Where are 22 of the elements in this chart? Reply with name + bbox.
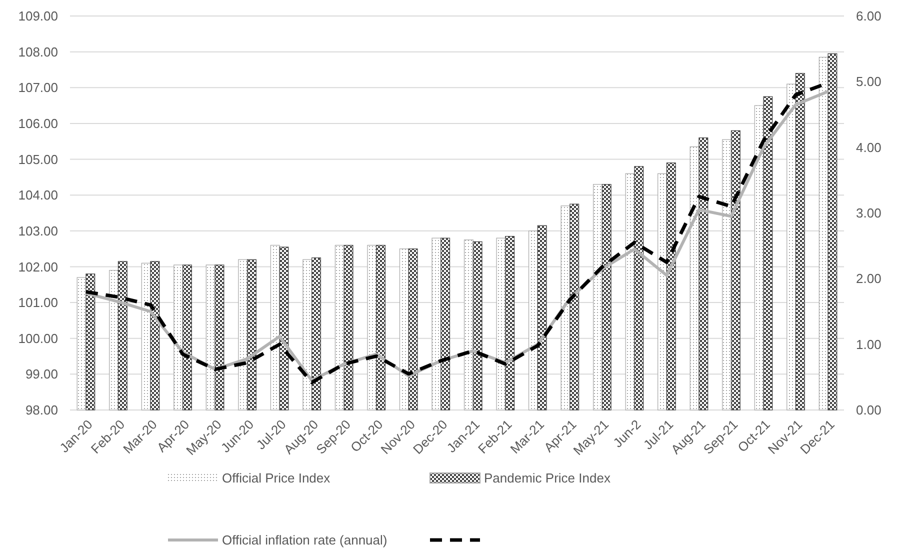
y-tick-label: 104.00 (18, 188, 58, 203)
y-tick-label: 107.00 (18, 80, 58, 96)
y2-tick-label: 5.00 (856, 74, 882, 90)
y-tick-label: 101.00 (18, 295, 58, 310)
y-tick-label: 108.00 (18, 44, 58, 60)
y2-tick-label: 4.00 (856, 140, 882, 155)
y-tick-label: 98.00 (25, 402, 58, 418)
y2-tick-label: 3.00 (856, 206, 882, 221)
y-tick-label: 102.00 (18, 259, 58, 274)
legend-label: Pandemic Price Index (484, 470, 611, 486)
y2-tick-label: 2.00 (856, 271, 882, 286)
y2-tick-label: 0.00 (856, 402, 882, 418)
y2-tick-label: 1.00 (856, 336, 882, 352)
y-tick-label: 103.00 (18, 223, 58, 238)
y-tick-label: 105.00 (18, 152, 58, 167)
legend-label: Official Price Index (222, 470, 331, 486)
y-tick-label: 109.00 (18, 8, 58, 24)
legend-label: Official inflation rate (annual) (222, 532, 388, 548)
y-tick-label: 99.00 (25, 366, 58, 382)
y-tick-label: 100.00 (18, 330, 58, 346)
y2-tick-label: 6.00 (856, 8, 882, 24)
y-tick-label: 106.00 (18, 116, 58, 132)
